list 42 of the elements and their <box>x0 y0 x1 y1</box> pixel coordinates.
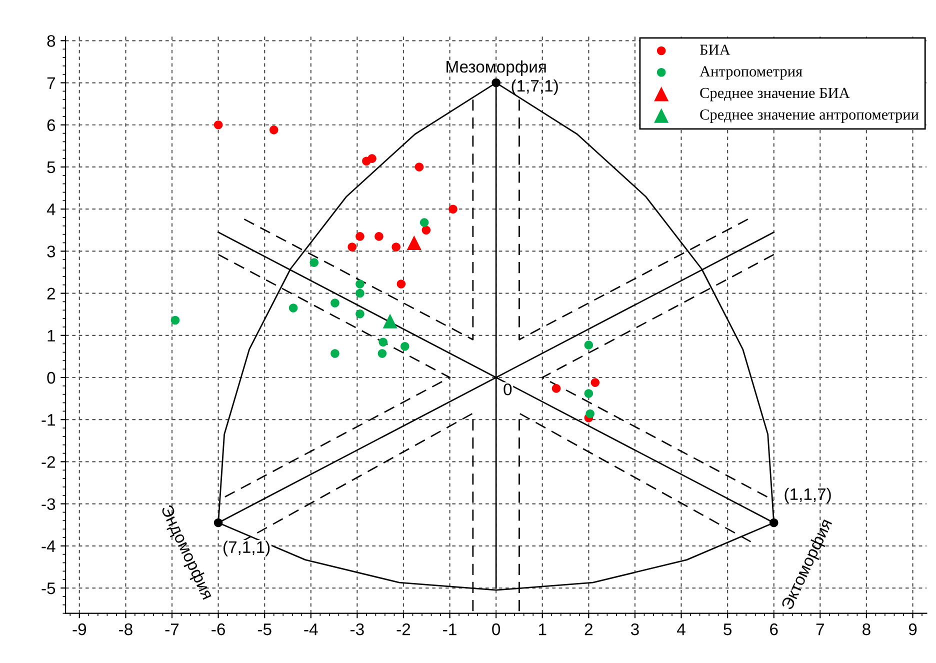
x-tick-label: -3 <box>350 623 364 636</box>
y-tick-label: -3 <box>42 498 56 510</box>
x-tick-label: -2 <box>396 623 410 636</box>
y-tick-label: 2 <box>47 288 55 300</box>
y-tick-label: -2 <box>42 456 55 468</box>
y-tick-label: 7 <box>47 77 55 89</box>
x-tick-label: 4 <box>677 624 686 636</box>
legend-label: Антропометрия <box>700 66 802 80</box>
x-tick-label: 8 <box>862 623 870 636</box>
y-tick-label: 3 <box>47 246 56 258</box>
legend-label: БИА <box>700 44 730 55</box>
x-tick-label: -8 <box>119 623 132 636</box>
annotation: 0 <box>504 383 512 396</box>
x-tick-label: 7 <box>816 624 824 636</box>
y-tick-label: 8 <box>47 35 56 47</box>
x-tick-label: 0 <box>492 623 500 636</box>
x-tick-label: -5 <box>258 624 272 636</box>
x-tick-label: 9 <box>908 623 917 636</box>
annotation: Мезоморфия <box>446 60 546 76</box>
y-tick-label: 4 <box>46 204 56 216</box>
x-tick-label: -7 <box>165 624 179 636</box>
x-tick-label: 5 <box>724 624 732 636</box>
legend-label: Среднее значение антропометрии <box>700 109 919 123</box>
y-tick-label: 0 <box>47 372 56 384</box>
annotation: (1,1,7) <box>784 488 831 504</box>
annotation: (1,7,1) <box>512 79 558 95</box>
x-tick-label: 3 <box>630 623 639 636</box>
y-tick-label: -4 <box>42 540 56 552</box>
x-tick-label: 2 <box>584 623 592 636</box>
x-tick-label: -1 <box>443 624 456 636</box>
x-tick-label: 6 <box>770 623 778 636</box>
x-tick-label: -4 <box>304 624 318 636</box>
annotation: (7,1,1) <box>224 540 270 556</box>
y-tick-label: 6 <box>47 119 56 132</box>
y-tick-label: -1 <box>42 414 55 426</box>
x-tick-label: -9 <box>72 623 86 636</box>
x-tick-label: -6 <box>212 623 225 636</box>
y-tick-label: 5 <box>47 162 56 174</box>
legend-label: Среднее значение БИА <box>700 88 850 102</box>
y-tick-label: -5 <box>42 582 56 594</box>
y-tick-label: 1 <box>48 330 55 342</box>
x-tick-label: 1 <box>539 624 546 636</box>
